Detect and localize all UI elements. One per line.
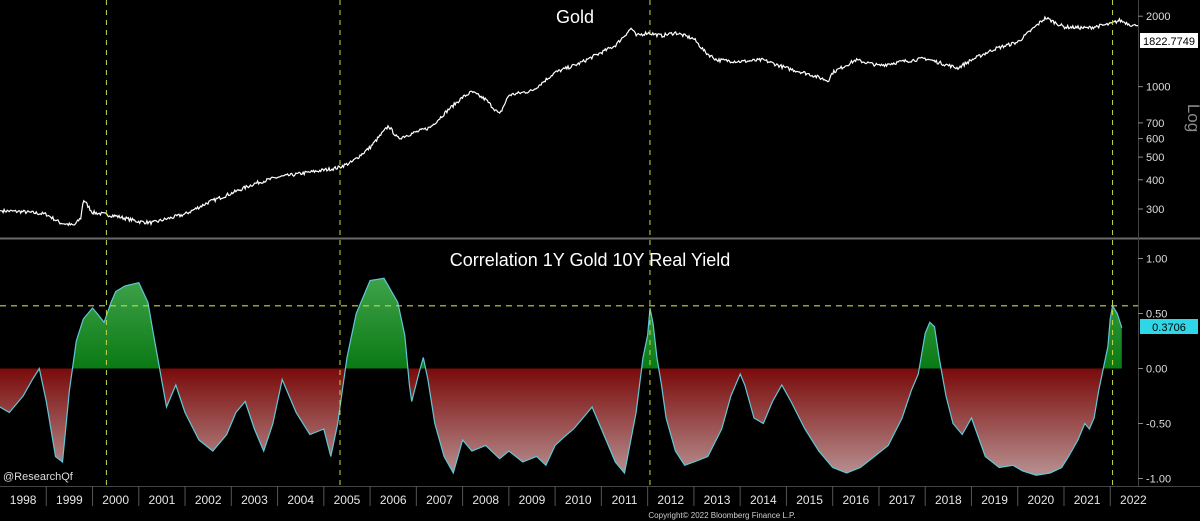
correlation-panel xyxy=(0,240,1138,486)
price-y-axis: 300 400 500 600 700 1000 2000 xyxy=(1138,11,1170,216)
year-label: 2001 xyxy=(149,493,176,507)
correlation-series-line xyxy=(0,277,1123,476)
correlation-y-tick-label: 0.00 xyxy=(1146,364,1167,376)
price-y-tick-label: 500 xyxy=(1146,152,1164,164)
year-label: 1998 xyxy=(10,493,37,507)
price-y-tick-label: 600 xyxy=(1146,134,1164,146)
year-label: 2019 xyxy=(981,493,1008,507)
year-label: 2021 xyxy=(1074,493,1101,507)
correlation-y-tick-label: 0.50 xyxy=(1146,309,1167,321)
year-label: 2003 xyxy=(241,493,268,507)
year-label: 2006 xyxy=(380,493,407,507)
correlation-y-tick-label: -1.00 xyxy=(1146,474,1171,486)
price-y-tick-label: 700 xyxy=(1146,118,1164,130)
correlation-y-tick-label: -0.50 xyxy=(1146,419,1171,431)
year-label: 2022 xyxy=(1120,493,1147,507)
year-label: 2007 xyxy=(426,493,453,507)
correlation-chart-title: Correlation 1Y Gold 10Y Real Yield xyxy=(450,250,731,270)
price-y-tick-label: 400 xyxy=(1146,175,1164,187)
negative-correlation-area xyxy=(0,368,1122,476)
positive-correlation-area xyxy=(0,278,1122,369)
copyright-text: Copyright© 2022 Bloomberg Finance L.P. xyxy=(648,511,795,520)
price-y-tick-label: 1000 xyxy=(1146,82,1170,94)
year-label: 2018 xyxy=(935,493,962,507)
log-scale-label: Log xyxy=(1184,104,1200,132)
year-label: 2016 xyxy=(842,493,869,507)
year-label: 1999 xyxy=(56,493,83,507)
year-label: 2020 xyxy=(1028,493,1055,507)
year-label: 2012 xyxy=(657,493,684,507)
price-chart-title: Gold xyxy=(556,7,594,27)
year-label: 2000 xyxy=(102,493,129,507)
price-panel xyxy=(0,0,1138,238)
correlation-y-tick-label: 1.00 xyxy=(1146,254,1167,266)
year-label: 2008 xyxy=(472,493,499,507)
year-label: 2004 xyxy=(287,493,314,507)
watermark-text: @ResearchQf xyxy=(3,471,74,483)
last-price-badge xyxy=(1140,33,1198,48)
last-price-value: 1822.7749 xyxy=(1143,36,1195,48)
year-label: 2017 xyxy=(889,493,916,507)
vertical-event-markers xyxy=(105,0,1114,486)
year-label: 2010 xyxy=(565,493,592,507)
year-label: 2014 xyxy=(750,493,777,507)
last-correlation-value: 0.3706 xyxy=(1152,322,1186,334)
last-correlation-badge xyxy=(1140,319,1198,334)
year-label: 2013 xyxy=(704,493,731,507)
year-label: 2011 xyxy=(612,493,638,507)
year-label: 2015 xyxy=(796,493,823,507)
year-label: 2009 xyxy=(519,493,546,507)
year-x-axis: 1998 1999 2000 2001 2002 2003 2004 2005 2006 2007… xyxy=(10,486,1147,507)
correlation-y-axis: 1.00 0.50 0.00 -0.50 -1.00 xyxy=(1138,254,1171,486)
gold-price-line xyxy=(0,15,1138,227)
year-label: 2002 xyxy=(195,493,222,507)
year-label: 2005 xyxy=(334,493,361,507)
price-y-tick-label: 300 xyxy=(1146,204,1164,216)
price-y-tick-label: 2000 xyxy=(1146,11,1170,23)
